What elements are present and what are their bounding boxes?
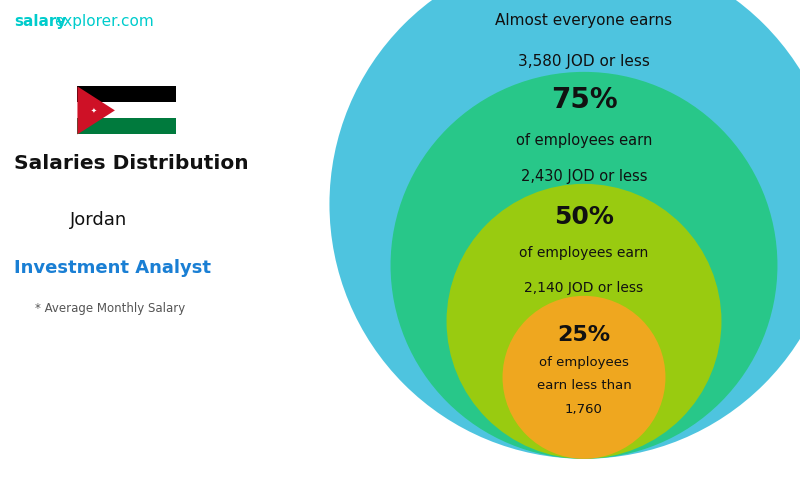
Text: Jordan: Jordan (70, 211, 128, 229)
Text: 2,140 JOD or less: 2,140 JOD or less (525, 281, 643, 295)
Text: ✦: ✦ (90, 108, 96, 113)
Text: 25%: 25% (558, 325, 610, 345)
Text: 50%: 50% (554, 205, 614, 229)
Text: of employees earn: of employees earn (519, 246, 649, 260)
Text: salary: salary (14, 14, 66, 29)
Text: 1,760: 1,760 (565, 403, 603, 416)
Text: Investment Analyst: Investment Analyst (14, 259, 211, 277)
Bar (78, 86, 176, 102)
Text: of employees earn: of employees earn (516, 133, 652, 148)
Circle shape (502, 296, 666, 459)
Polygon shape (78, 86, 115, 134)
Text: 3,580 JOD or less: 3,580 JOD or less (518, 54, 650, 69)
Text: Almost everyone earns: Almost everyone earns (495, 13, 673, 28)
Text: 75%: 75% (550, 86, 618, 114)
Text: of employees: of employees (539, 356, 629, 369)
Circle shape (390, 72, 778, 459)
Bar (78, 119, 176, 134)
Text: earn less than: earn less than (537, 379, 631, 392)
Text: Salaries Distribution: Salaries Distribution (14, 154, 249, 173)
Circle shape (446, 184, 722, 459)
Circle shape (330, 0, 800, 459)
Text: * Average Monthly Salary: * Average Monthly Salary (35, 302, 186, 315)
Text: 2,430 JOD or less: 2,430 JOD or less (521, 168, 647, 184)
Bar (78, 102, 176, 119)
Text: explorer.com: explorer.com (54, 14, 154, 29)
